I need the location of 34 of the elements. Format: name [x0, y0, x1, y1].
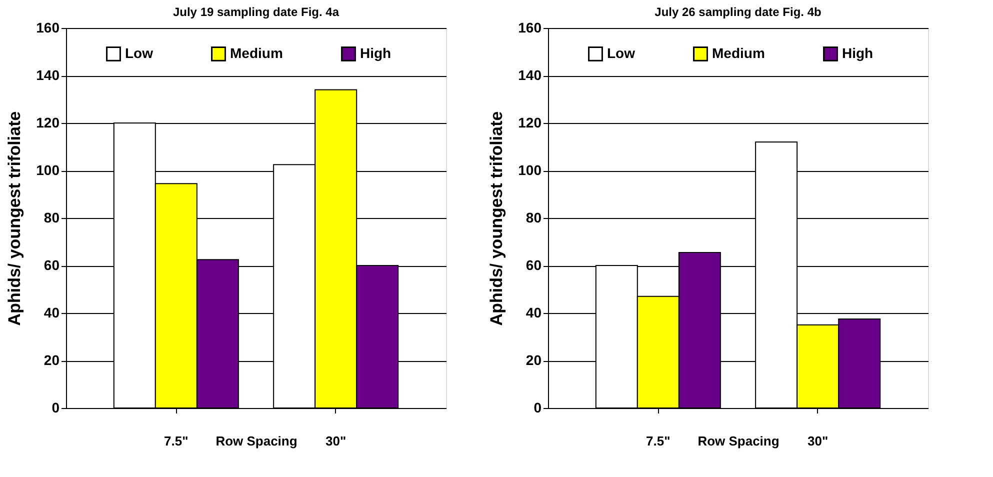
- y-tick-label: 100: [36, 162, 60, 178]
- y-tick-label: 20: [44, 352, 60, 368]
- y-tick-label: 40: [526, 304, 542, 320]
- legend-label: Medium: [712, 44, 765, 61]
- y-tick-label: 0: [534, 400, 542, 416]
- y-tick-label: 100: [518, 162, 542, 178]
- y-tick-label: 20: [526, 352, 542, 368]
- legend-label: Low: [125, 44, 154, 61]
- chart-title: July 19 sampling date Fig. 4a: [172, 5, 340, 19]
- legend-label: Medium: [230, 44, 283, 61]
- y-tick-label: 60: [44, 257, 60, 273]
- legend-label: Low: [607, 44, 636, 61]
- y-axis-title: Aphids/ youngest trifoliate: [5, 111, 24, 326]
- y-tick-label: 60: [526, 257, 542, 273]
- y-tick-label: 80: [44, 210, 60, 226]
- y-tick-label: 140: [518, 67, 542, 83]
- y-tick-label: 120: [518, 114, 542, 130]
- x-axis-title: Row Spacing: [698, 434, 780, 448]
- y-axis-title: Aphids/ youngest trifoliate: [487, 111, 506, 326]
- x-tick-label: 30": [326, 434, 346, 448]
- x-tick-label: 7.5": [164, 434, 188, 448]
- legend-label: High: [842, 44, 874, 61]
- chart-title: July 26 sampling date Fig. 4b: [654, 5, 822, 19]
- x-tick-label: 30": [808, 434, 828, 448]
- legend-label: High: [360, 44, 392, 61]
- x-tick-label: 7.5": [646, 434, 670, 448]
- y-tick-label: 80: [526, 210, 542, 226]
- y-tick-label: 120: [36, 114, 60, 130]
- y-tick-label: 40: [44, 304, 60, 320]
- y-tick-label: 160: [36, 20, 60, 36]
- x-axis-title: Row Spacing: [216, 434, 298, 448]
- y-tick-label: 140: [36, 67, 60, 83]
- y-tick-label: 0: [52, 400, 60, 416]
- y-tick-label: 160: [518, 20, 542, 36]
